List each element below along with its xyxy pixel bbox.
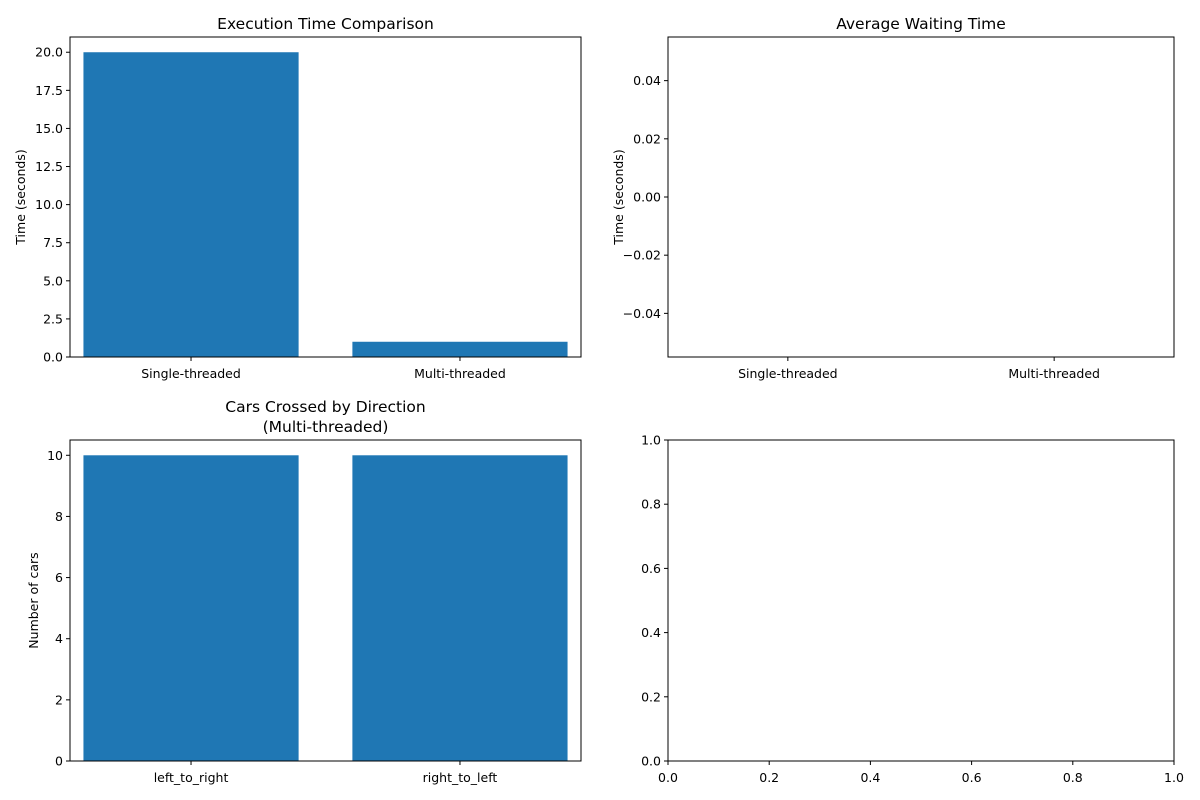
y-tick-label: 8 xyxy=(55,509,63,524)
x-tick-label: 0.0 xyxy=(658,770,678,785)
axes-frame xyxy=(69,439,582,762)
y-tick-label: 0.0 xyxy=(641,754,661,769)
y-tick-label: 0.4 xyxy=(641,625,661,640)
y-tick-label: 17.5 xyxy=(35,83,63,98)
y-tick-label: 0.6 xyxy=(641,561,661,576)
y-tick-label: 20.0 xyxy=(35,45,63,60)
axes-frame xyxy=(667,36,1175,358)
x-tick-label: Multi-threaded xyxy=(414,366,506,381)
y-axis-label: Time (seconds) xyxy=(611,149,626,245)
y-tick-label: 15.0 xyxy=(35,121,63,136)
bar-Single-threaded xyxy=(83,52,299,357)
y-tick-label: 0.8 xyxy=(641,497,661,512)
y-tick-label: 0.00 xyxy=(633,190,661,205)
x-tick-label: 0.8 xyxy=(1063,770,1083,785)
axes-frame xyxy=(69,36,582,358)
x-tick-label: Single-threaded xyxy=(738,366,838,381)
y-tick-label: 0.0 xyxy=(43,350,63,365)
bar-right_to_left xyxy=(352,455,568,761)
y-tick-label: −0.02 xyxy=(623,248,661,263)
x-tick-label: 0.2 xyxy=(759,770,779,785)
chart-title: Execution Time Comparison xyxy=(217,15,434,33)
chart-panel-2: −0.04 −0.02 0.00 0.02 0.04 Single-threaded Mul… xyxy=(611,15,1175,381)
x-tick-label: right_to_left xyxy=(423,770,498,785)
chart-subtitle: (Multi-threaded) xyxy=(263,418,389,436)
y-tick-label: 12.5 xyxy=(35,159,63,174)
y-tick-label: 0.2 xyxy=(641,689,661,704)
y-axis-label: Number of cars xyxy=(26,552,41,648)
chart-panel-3: 0 2 4 6 8 10 left_to_right right_to_left Number … xyxy=(26,398,582,785)
x-tick-label: 0.4 xyxy=(860,770,880,785)
axes-frame xyxy=(667,439,1175,762)
y-tick-label: 0.02 xyxy=(633,131,661,146)
chart-title: Average Waiting Time xyxy=(836,15,1006,33)
y-tick-label: 2.5 xyxy=(43,311,63,326)
y-axis-label: Time (seconds) xyxy=(13,149,28,245)
bar-Multi-threaded xyxy=(352,341,568,357)
y-tick-label: −0.04 xyxy=(623,306,661,321)
y-tick-label: 1.0 xyxy=(641,433,661,448)
x-tick-label: Multi-threaded xyxy=(1008,366,1100,381)
y-tick-label: 0 xyxy=(55,754,63,769)
y-tick-label: 0.04 xyxy=(633,73,661,88)
y-tick-label: 10 xyxy=(47,448,63,463)
chart-panel-1: 0.0 2.5 5.0 7.5 10.0 12.5 15.0 17.5 20.0 Single-t… xyxy=(13,15,582,381)
y-tick-label: 6 xyxy=(55,570,63,585)
chart-title: Cars Crossed by Direction xyxy=(225,398,425,416)
y-tick-label: 5.0 xyxy=(43,273,63,288)
y-tick-label: 2 xyxy=(55,692,63,707)
x-tick-label: Single-threaded xyxy=(141,366,241,381)
chart-panel-4: 0.0 0.2 0.4 0.6 0.8 1.0 0.0 0.2 0.4 0.6 0.8 1.0 xyxy=(641,433,1184,786)
x-tick-label: 0.6 xyxy=(962,770,982,785)
y-tick-label: 10.0 xyxy=(35,197,63,212)
x-tick-label: 1.0 xyxy=(1164,770,1184,785)
y-tick-label: 7.5 xyxy=(43,235,63,250)
y-tick-label: 4 xyxy=(55,631,63,646)
bar-left_to_right xyxy=(83,455,299,761)
x-tick-label: left_to_right xyxy=(154,770,229,785)
